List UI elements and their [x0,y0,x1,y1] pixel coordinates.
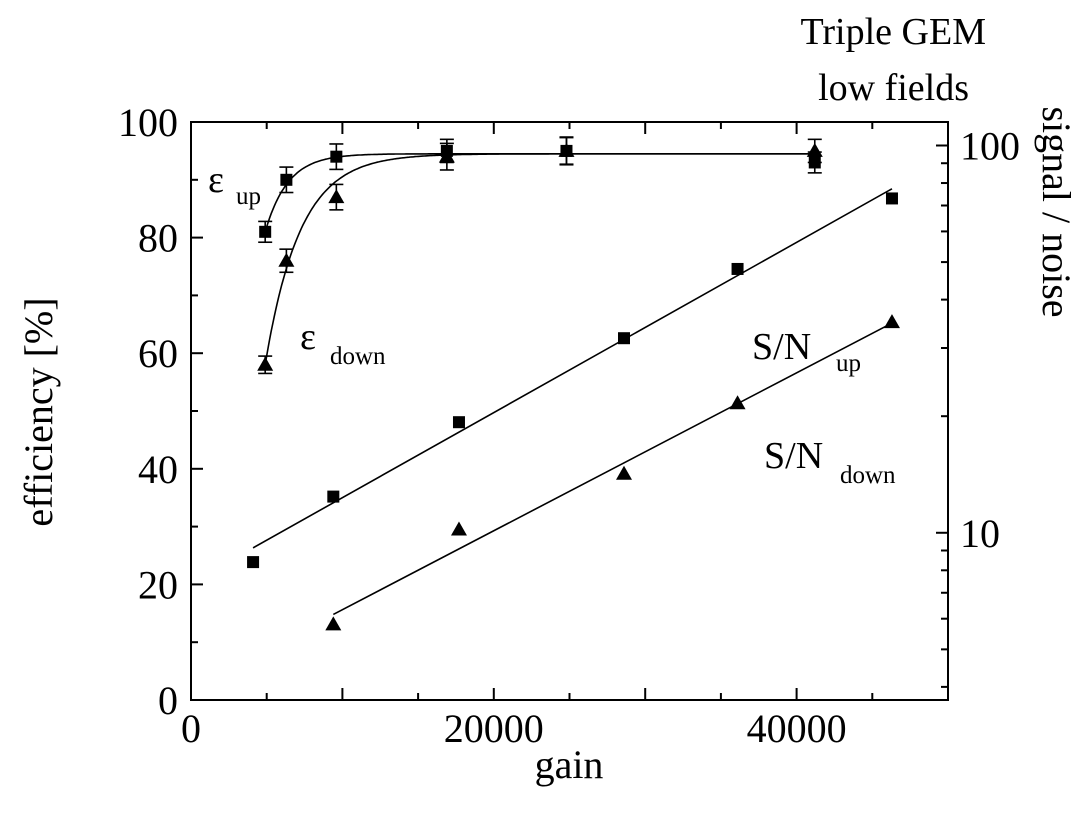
data-point [330,150,343,163]
data-point [885,192,898,205]
series-label-sn-down: S/N down [764,435,896,489]
svg-text:down: down [330,343,386,370]
data-point [325,616,342,631]
data-markers [247,142,900,631]
data-point [438,148,455,163]
data-point [618,332,631,345]
svg-text:down: down [840,462,896,489]
y-right-tick-label: 10 [960,511,1000,556]
data-point [327,490,340,503]
data-point [452,416,465,429]
data-point [278,252,295,267]
data-point [883,314,900,329]
series-label-eps-down: ε down [300,316,386,370]
fit-line-sn-down [332,322,893,616]
y-axis-left-title: efficiency [%] [16,297,61,526]
y-left-tick-label: 0 [158,678,178,723]
data-point [806,142,823,157]
svg-text:S/N: S/N [752,326,811,368]
x-tick-label: 40000 [747,706,847,751]
y-left-tick-label: 20 [138,562,178,607]
series-label-sn-up: S/N up [752,326,861,377]
data-point [280,173,293,186]
y-left-tick-label: 60 [138,331,178,376]
data-point [808,156,821,169]
y-left-tick-label: 80 [138,216,178,261]
data-point [328,189,345,204]
plot-frame [190,121,949,701]
y-left-tick-label: 100 [118,100,178,145]
svg-text:ε: ε [300,316,316,358]
fit-curve-down [264,153,815,365]
error-bars [258,136,822,375]
fit-line-sn-up [252,188,893,549]
data-point [731,262,744,275]
data-point [259,225,272,238]
series-label-eps-up: ε up [208,159,261,210]
svg-text:S/N: S/N [764,435,823,477]
y-left-tick-label: 40 [138,447,178,492]
data-point [729,395,746,410]
x-axis-title: gain [535,742,604,787]
svg-text:up: up [836,350,861,377]
data-point [450,521,467,536]
tick-labels: 0 20000 40000 0 20 40 60 80 100 10 100 [118,100,1020,751]
data-point [558,142,575,157]
svg-text:ε: ε [208,159,224,201]
svg-text:up: up [236,183,261,210]
annotation-line-2: low fields [818,67,969,109]
axis-ticks [190,121,949,701]
y-right-tick-label: 100 [960,124,1020,169]
data-point [616,465,633,480]
fit-curves [252,153,893,616]
x-tick-label: 0 [181,706,201,751]
data-point [247,556,260,569]
data-point [257,356,274,371]
x-tick-label: 20000 [444,706,544,751]
annotation-line-1: Triple GEM [801,11,986,53]
y-axis-right-title: signal / noise [1034,106,1079,317]
fit-curve-up [264,153,815,233]
